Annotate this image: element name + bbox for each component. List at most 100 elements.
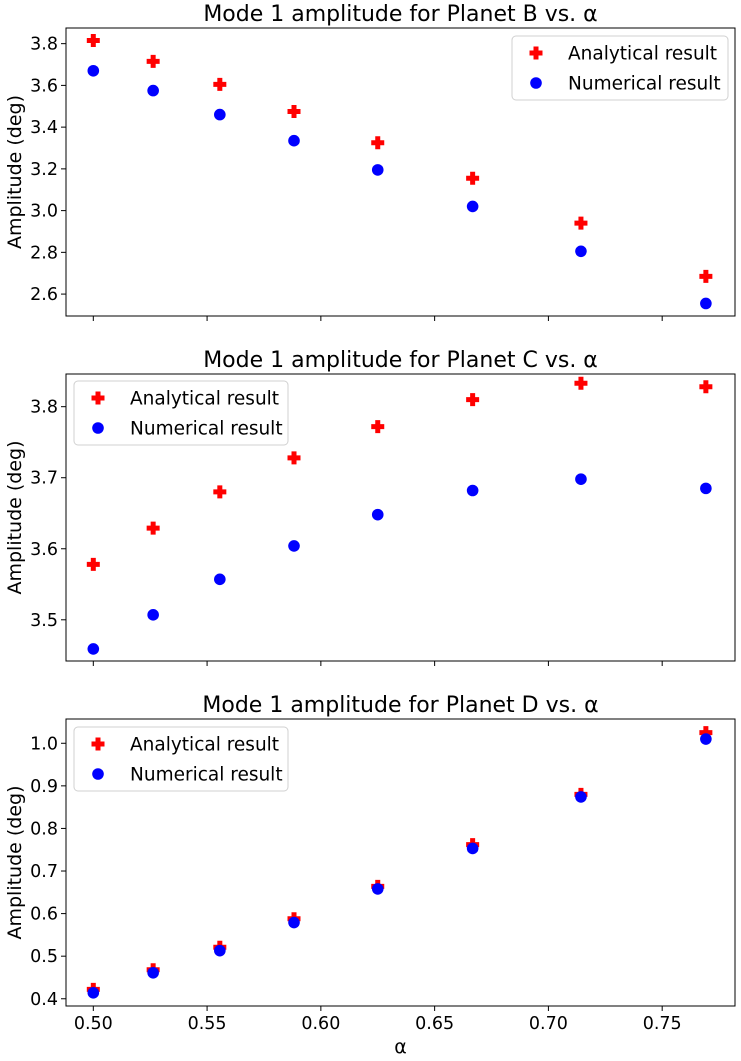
y-tick-label: 3.6 xyxy=(30,540,58,560)
x-tick-label: 0.50 xyxy=(74,1014,113,1034)
data-point-plus xyxy=(699,269,713,283)
x-axis-label: α xyxy=(394,1036,407,1058)
chart-panel-2: Mode 1 amplitude for Planet C vs. α Ampli… xyxy=(4,348,736,666)
plot-frame xyxy=(65,373,736,662)
data-point-circle xyxy=(87,643,100,655)
data-point-circle xyxy=(87,986,100,999)
data-point-plus xyxy=(466,393,480,407)
y-tick-label: 0.4 xyxy=(30,990,58,1010)
y-tick-label: 3.5 xyxy=(30,611,58,631)
data-point-plus xyxy=(213,77,227,91)
y-axis-label: Amplitude (deg) xyxy=(4,785,26,939)
y-axis-label: Amplitude (deg) xyxy=(4,95,26,249)
series-numerical xyxy=(87,64,712,310)
data-point-plus xyxy=(371,136,385,150)
data-point-plus xyxy=(86,34,100,48)
legend-marker-plus xyxy=(91,737,105,751)
chart-title: Mode 1 amplitude for Planet C vs. α xyxy=(203,348,598,373)
data-point-circle xyxy=(371,508,384,521)
y-tick-label: 2.8 xyxy=(30,243,58,263)
data-point-circle xyxy=(147,966,159,979)
data-point-circle xyxy=(700,482,712,495)
data-point-circle xyxy=(147,609,159,621)
legend-label: Numerical result xyxy=(568,74,721,95)
y-tick-label: 3.7 xyxy=(30,469,58,489)
y-tick-label: 3.0 xyxy=(30,202,58,222)
data-point-circle xyxy=(214,944,226,957)
data-point-circle xyxy=(87,64,100,77)
x-tick-label: 0.60 xyxy=(301,1014,340,1034)
y-tick-label: 1.0 xyxy=(30,734,58,754)
data-point-circle xyxy=(700,733,712,745)
y-tick-label: 2.6 xyxy=(30,285,58,305)
y-tick-label: 0.6 xyxy=(30,905,58,925)
legend-box xyxy=(73,380,289,446)
chart-title: Mode 1 amplitude for Planet D vs. α xyxy=(202,693,598,718)
data-point-circle xyxy=(466,200,479,213)
legend-marker-circle xyxy=(530,77,542,89)
plot-frame xyxy=(65,718,736,1007)
plot-frame xyxy=(65,27,736,317)
legend: Analytical result Numerical result xyxy=(73,380,289,446)
legend-box xyxy=(511,35,729,101)
x-tick-label: 0.55 xyxy=(188,1014,227,1034)
series-analytical xyxy=(86,34,713,283)
legend-label: Analytical result xyxy=(130,389,279,410)
data-point-circle xyxy=(575,245,587,258)
data-point-plus xyxy=(146,54,160,68)
legend: Analytical result Numerical result xyxy=(73,726,289,792)
data-point-plus xyxy=(699,380,713,394)
data-point-plus xyxy=(371,420,385,434)
data-point-circle xyxy=(575,473,587,485)
data-point-circle xyxy=(214,108,226,121)
data-point-circle xyxy=(371,164,384,176)
chart-panel-3: Mode 1 amplitude for Planet D vs. α Ampli… xyxy=(4,693,736,1058)
data-point-plus xyxy=(213,485,227,499)
legend-label: Analytical result xyxy=(130,735,279,756)
legend-box xyxy=(73,726,289,792)
data-point-circle xyxy=(288,540,300,552)
y-tick-label: 3.4 xyxy=(30,118,58,138)
x-tick-label: 0.65 xyxy=(415,1014,454,1034)
data-point-circle xyxy=(371,883,384,895)
legend-marker-plus xyxy=(91,391,105,405)
data-point-plus xyxy=(86,557,100,571)
y-tick-label: 0.8 xyxy=(30,819,58,839)
data-point-plus xyxy=(287,451,301,465)
chart-panel-1: Mode 1 amplitude for Planet B vs. α Ampli… xyxy=(4,2,736,321)
y-tick-label: 3.8 xyxy=(30,398,58,418)
legend-marker-circle xyxy=(92,422,104,434)
series-analytical xyxy=(86,376,713,571)
legend-label: Analytical result xyxy=(568,44,717,65)
data-point-circle xyxy=(700,297,712,310)
data-point-plus xyxy=(287,104,301,118)
series-numerical xyxy=(87,473,712,655)
data-point-circle xyxy=(466,484,479,497)
data-point-plus xyxy=(574,216,588,230)
legend-label: Numerical result xyxy=(130,765,283,786)
y-tick-label: 3.8 xyxy=(30,35,58,55)
y-tick-label: 0.9 xyxy=(30,777,58,797)
data-point-circle xyxy=(147,84,159,97)
y-tick-label: 3.2 xyxy=(30,160,58,180)
y-tick-label: 3.6 xyxy=(30,76,58,96)
data-point-circle xyxy=(466,842,479,855)
legend-marker-circle xyxy=(92,768,104,780)
data-point-plus xyxy=(466,171,480,185)
data-point-plus xyxy=(146,521,160,535)
data-point-circle xyxy=(288,916,300,929)
legend-marker-plus xyxy=(529,46,543,60)
y-tick-label: 0.5 xyxy=(30,947,58,967)
x-tick-label: 0.70 xyxy=(529,1014,568,1034)
chart-title: Mode 1 amplitude for Planet B vs. α xyxy=(203,2,597,27)
data-point-plus xyxy=(574,376,588,390)
data-point-circle xyxy=(214,573,226,586)
data-point-circle xyxy=(288,134,300,147)
data-point-circle xyxy=(575,791,587,803)
y-tick-label: 0.7 xyxy=(30,862,58,882)
legend: Analytical result Numerical result xyxy=(511,35,729,101)
data-point-plus xyxy=(699,726,713,740)
y-axis-label: Amplitude (deg) xyxy=(4,440,26,594)
x-tick-label: 0.75 xyxy=(643,1014,682,1034)
